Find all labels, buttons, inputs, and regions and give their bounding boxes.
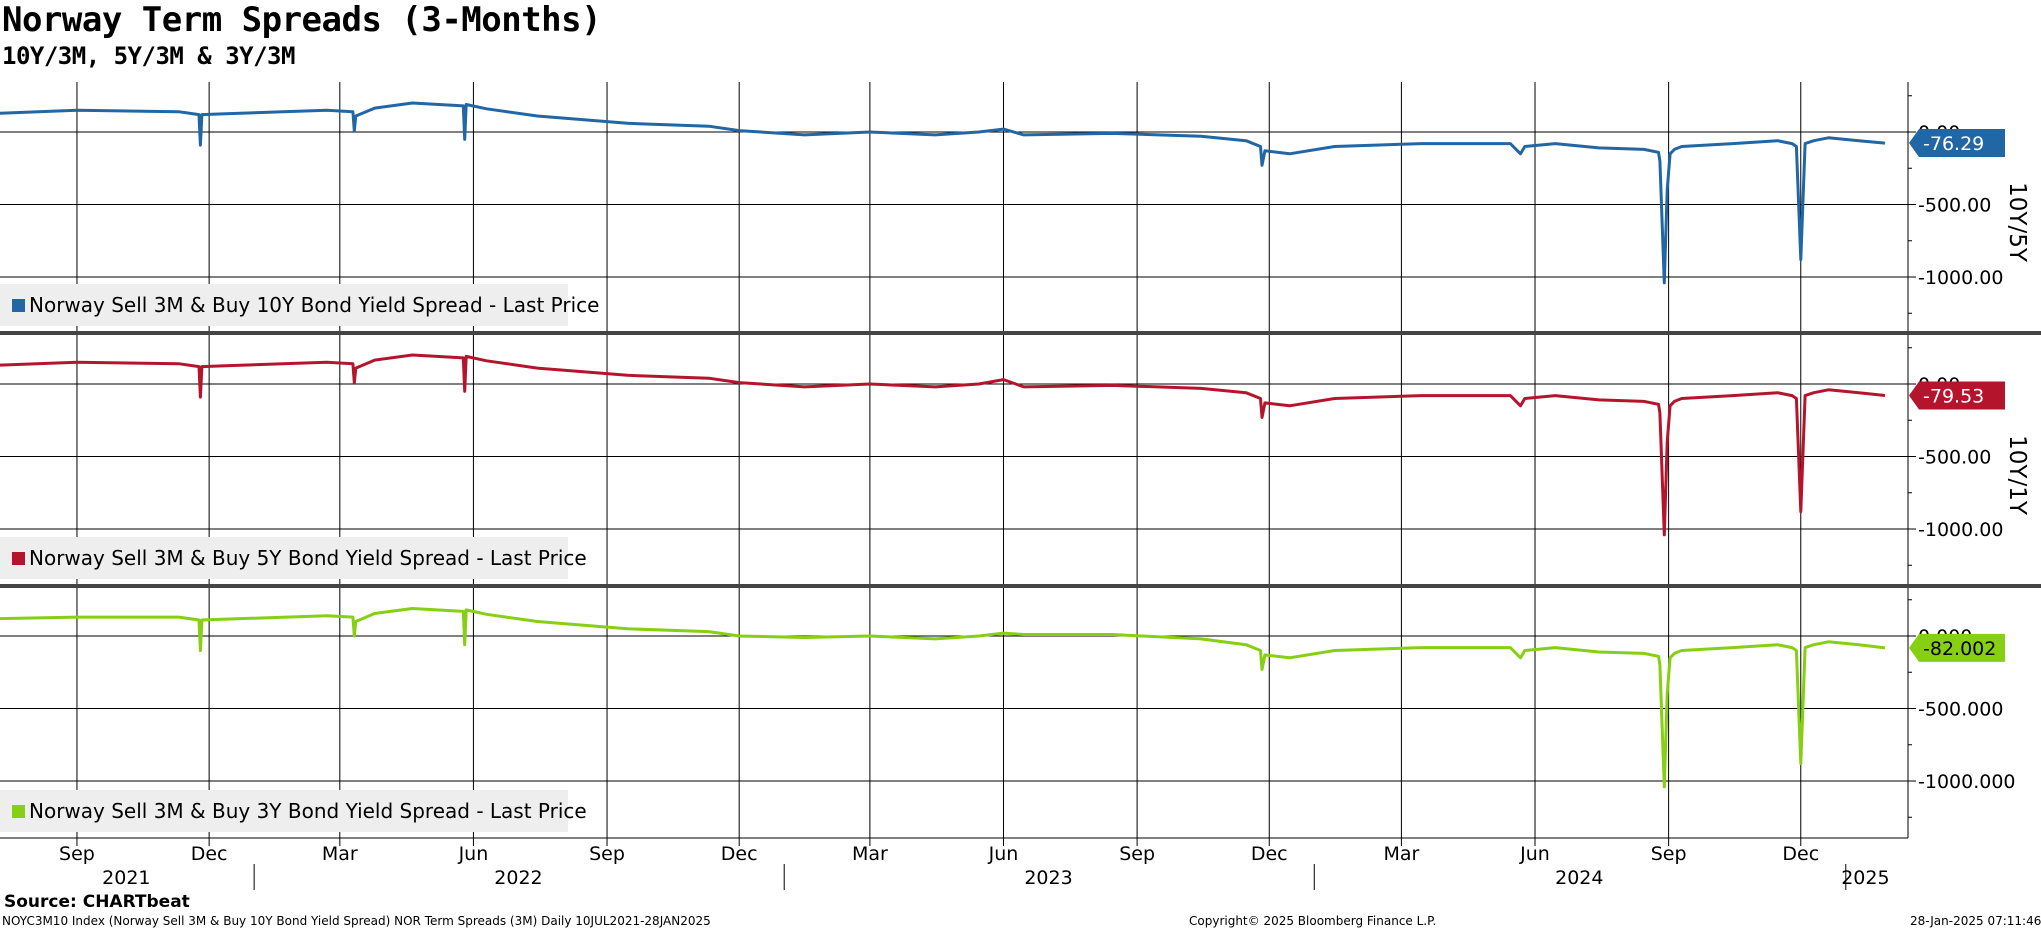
legend-label: Norway Sell 3M & Buy 3Y Bond Yield Sprea… — [29, 799, 587, 823]
year-label: 2022 — [494, 867, 542, 889]
series-line — [0, 353, 1886, 537]
year-label: 2023 — [1024, 867, 1072, 889]
x-tick-label: Sep — [1651, 843, 1687, 865]
y-tick-label: -1000.00 — [1918, 519, 2003, 541]
x-tick-label: Mar — [322, 843, 358, 865]
x-tick-label: Dec — [1251, 843, 1288, 865]
last-value-tag — [1909, 633, 2005, 662]
x-tick-label: Mar — [1383, 843, 1419, 865]
chart-title: Norway Term Spreads (3-Months) — [2, 0, 602, 40]
x-tick-label: Sep — [1119, 843, 1155, 865]
panel-separator — [0, 584, 2041, 588]
legend-swatch — [12, 299, 25, 312]
legend-box — [0, 790, 568, 832]
y-tick-label: -500.000 — [1918, 699, 2003, 721]
x-tick-label: Jun — [988, 843, 1019, 865]
legend-swatch — [12, 805, 25, 818]
year-label: 2021 — [102, 867, 150, 889]
y-axis-label: 10Y/1Y — [2004, 435, 2030, 516]
y-axis-label: 10Y/5Y — [2004, 182, 2030, 263]
legend-label: Norway Sell 3M & Buy 10Y Bond Yield Spre… — [29, 293, 599, 317]
y-tick-label: -1000.000 — [1918, 771, 2016, 793]
x-tick-label: Dec — [1782, 843, 1819, 865]
x-tick-label: Jun — [1519, 843, 1550, 865]
source-note: Source: CHARTbeat — [4, 892, 190, 912]
last-value-label: -76.29 — [1923, 133, 1984, 155]
legend-box — [0, 537, 568, 579]
last-value-label: -82.002 — [1923, 638, 1996, 660]
series-line — [0, 101, 1886, 285]
legend-label: Norway Sell 3M & Buy 5Y Bond Yield Sprea… — [29, 546, 587, 570]
last-value-label: -79.53 — [1923, 386, 1984, 408]
year-label: 2025 — [1841, 867, 1889, 889]
x-tick-label: Sep — [589, 843, 625, 865]
y-tick-label: -500.00 — [1918, 195, 1991, 217]
x-tick-label: Dec — [191, 843, 228, 865]
x-tick-label: Mar — [852, 843, 888, 865]
last-value-tag — [1909, 381, 2005, 410]
panel-separator — [0, 331, 2041, 335]
x-tick-label: Sep — [59, 843, 95, 865]
chart-subtitle: 10Y/3M, 5Y/3M & 3Y/3M — [2, 42, 295, 70]
legend-swatch — [12, 552, 25, 565]
series-line — [0, 607, 1886, 789]
footer-left: NOYC3M10 Index (Norway Sell 3M & Buy 10Y… — [2, 914, 711, 928]
y-tick-label: -500.00 — [1918, 447, 1991, 469]
footer-right: 28-Jan-2025 07:11:46 — [1910, 914, 2041, 928]
y-tick-label: -1000.00 — [1918, 267, 2003, 289]
year-label: 2024 — [1555, 867, 1603, 889]
legend-box — [0, 284, 568, 326]
footer-center: Copyright© 2025 Bloomberg Finance L.P. — [1189, 914, 1437, 928]
x-tick-label: Dec — [721, 843, 758, 865]
x-tick-label: Jun — [458, 843, 489, 865]
last-value-tag — [1909, 129, 2005, 158]
